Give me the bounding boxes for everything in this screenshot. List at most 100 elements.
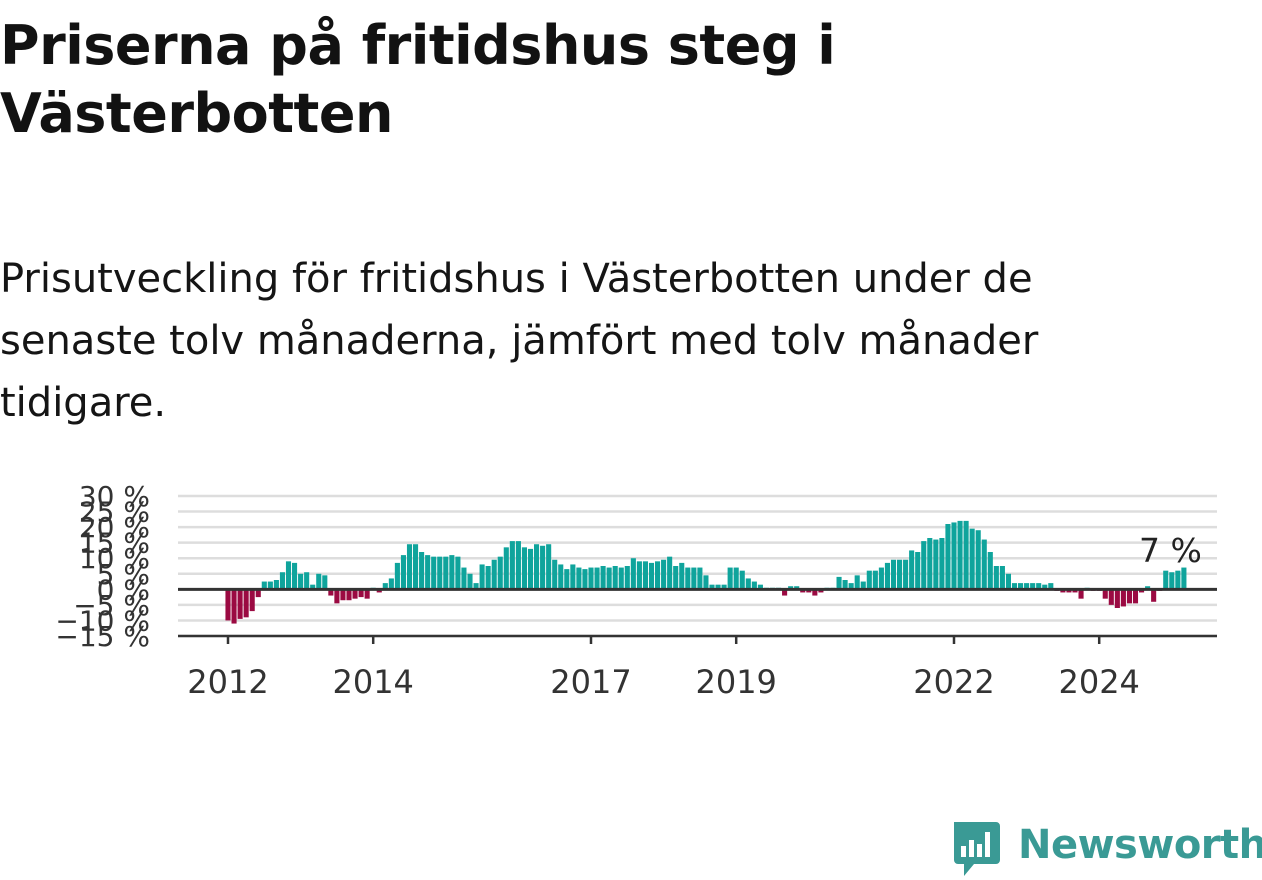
bar [540, 545, 546, 590]
bar [648, 562, 655, 590]
bar [292, 562, 298, 590]
bar [298, 573, 304, 590]
bar [667, 556, 673, 590]
bar [739, 570, 745, 590]
bar [1145, 586, 1151, 590]
bar [394, 562, 400, 590]
bar [939, 538, 945, 590]
bar [1005, 573, 1011, 590]
bar [249, 589, 255, 612]
bar [1030, 583, 1036, 590]
bar [400, 555, 406, 590]
bar [1175, 570, 1181, 590]
bar [921, 541, 927, 590]
bar [1114, 589, 1120, 608]
bar [624, 566, 630, 590]
bar [1132, 589, 1139, 604]
bar [836, 576, 842, 590]
bar [503, 547, 509, 590]
bar [751, 581, 757, 590]
page-subtitle: Prisutveckling för fritidshus i Västerbo… [0, 256, 1039, 426]
bar [243, 589, 249, 618]
bar [237, 589, 243, 619]
newsworthy-logo-icon [954, 822, 1000, 876]
bar [267, 581, 273, 590]
bar [449, 555, 455, 590]
bar [703, 575, 709, 590]
chart-axes [178, 587, 1217, 644]
chart-bars [225, 520, 1187, 624]
bar [376, 589, 382, 593]
bar [279, 572, 285, 590]
bar [485, 566, 491, 590]
chart-gridlines [178, 494, 1217, 638]
bar [957, 520, 963, 590]
bar [897, 559, 903, 590]
bar [661, 559, 667, 590]
bar [515, 541, 521, 590]
bar [406, 544, 413, 590]
bar [285, 561, 292, 590]
bar [479, 564, 485, 590]
bar [733, 567, 739, 590]
bar [231, 589, 237, 624]
bar [304, 572, 310, 590]
bar [1048, 583, 1054, 590]
bar [975, 530, 981, 590]
bar [534, 544, 540, 590]
y-tick-label: 5 % [97, 558, 150, 591]
bar [582, 569, 588, 590]
bar [497, 556, 503, 590]
bar [413, 544, 419, 590]
y-tick-label: 30 % [79, 480, 150, 513]
bar [890, 559, 897, 590]
bar [721, 584, 727, 590]
bar [1024, 583, 1030, 590]
chart-annotation: 7 % [1139, 531, 1202, 570]
bar [340, 589, 346, 601]
bar [358, 589, 364, 598]
bar [812, 589, 818, 596]
bar [1060, 589, 1066, 593]
bar [927, 538, 933, 590]
bar [594, 567, 600, 590]
bar [1011, 583, 1018, 590]
bar [588, 567, 594, 590]
bar [636, 561, 642, 590]
bar [981, 539, 987, 590]
bar [1163, 570, 1169, 590]
bar [600, 566, 606, 590]
bar [709, 584, 715, 590]
bar [346, 589, 352, 601]
bar [848, 583, 854, 590]
y-tick-label: −5 % [73, 589, 150, 622]
bar [673, 566, 679, 590]
bar [915, 552, 921, 590]
newsworthy-logo[interactable]: Newsworthy [950, 818, 1262, 880]
bar [1181, 567, 1187, 590]
bar [364, 589, 370, 599]
bar [1042, 584, 1048, 590]
y-tick-label: −10 % [55, 604, 150, 637]
bar [1151, 589, 1157, 602]
x-axis-labels: 2012 2014 2017 2019 2022 2024 [187, 663, 1140, 701]
bar-chart: 30 %25 %20 %15 %10 %5 %0 %−5 %−10 %−15 %… [55, 480, 1217, 701]
bar [884, 562, 890, 590]
bar [431, 556, 437, 590]
bar [1126, 589, 1132, 604]
bar [437, 556, 443, 590]
y-tick-label: 15 % [79, 527, 150, 560]
bar [509, 541, 515, 590]
y-tick-label: 10 % [79, 542, 150, 575]
bar [903, 559, 909, 590]
bar [782, 589, 788, 596]
bar [576, 567, 582, 590]
bar [546, 544, 552, 590]
bar [854, 575, 860, 590]
bar [945, 524, 951, 590]
bar [642, 561, 648, 590]
bar [1120, 589, 1126, 607]
bar [757, 584, 763, 590]
bar [334, 589, 340, 604]
bar [1066, 589, 1072, 593]
